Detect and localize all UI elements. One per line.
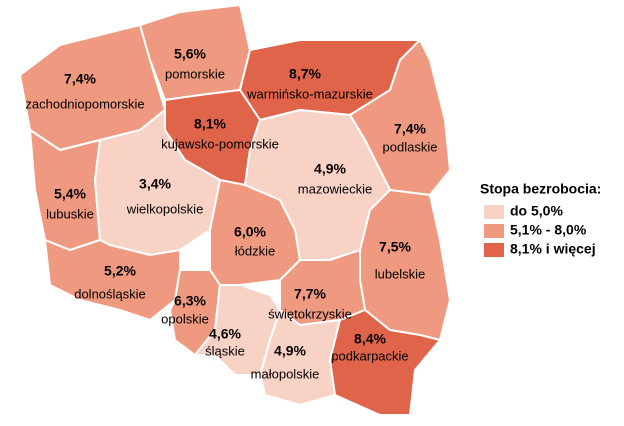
region-label: podlaskie	[383, 139, 438, 154]
region-label: kujawsko-pomorskie	[161, 136, 279, 151]
region-label: wielkopolskie	[126, 201, 204, 216]
region-label: pomorskie	[165, 66, 225, 81]
region-label: mazowieckie	[298, 181, 372, 196]
region-label: małopolskie	[251, 366, 320, 381]
region-label: świętokrzyskie	[268, 306, 352, 321]
legend-label: do 5,0%	[510, 203, 563, 219]
legend-title: Stopa bezrobocia:	[480, 181, 601, 197]
value-label: 6,3%	[174, 293, 206, 309]
value-label: 7,4%	[394, 121, 426, 137]
region-label: łódzkie	[235, 243, 275, 258]
value-label: 6,0%	[234, 224, 266, 240]
region-label: opolskie	[161, 311, 209, 326]
legend-swatch	[484, 205, 504, 219]
value-label: 8,7%	[289, 66, 321, 82]
region-label: podkarpackie	[331, 348, 408, 363]
region-label: śląskie	[205, 343, 245, 358]
region	[258, 308, 342, 407]
value-label: 7,7%	[294, 286, 326, 302]
value-label: 8,1%	[194, 116, 226, 132]
legend-swatch	[484, 224, 504, 238]
value-label: 3,4%	[139, 176, 171, 192]
legend-label: 8,1% i więcej	[510, 241, 596, 257]
value-label: 7,4%	[64, 71, 96, 87]
legend-swatch	[484, 243, 504, 257]
value-label: 4,9%	[314, 161, 346, 177]
value-label: 5,6%	[174, 46, 206, 62]
region-label: lubelskie	[375, 266, 426, 281]
legend-label: 5,1% - 8,0%	[510, 222, 587, 238]
region-label: warmińsko-mazurskie	[246, 86, 373, 101]
value-label: 5,4%	[54, 186, 86, 202]
value-label: 4,6%	[209, 326, 241, 342]
region-label: dolnośląskie	[74, 286, 146, 301]
value-label: 5,2%	[104, 263, 136, 279]
value-label: 4,9%	[274, 343, 306, 359]
value-label: 8,4%	[354, 331, 386, 347]
region	[328, 308, 442, 416]
value-label: 7,5%	[379, 239, 411, 255]
region-label: zachodniopomorskie	[25, 96, 144, 111]
region-label: lubuskie	[46, 206, 94, 221]
